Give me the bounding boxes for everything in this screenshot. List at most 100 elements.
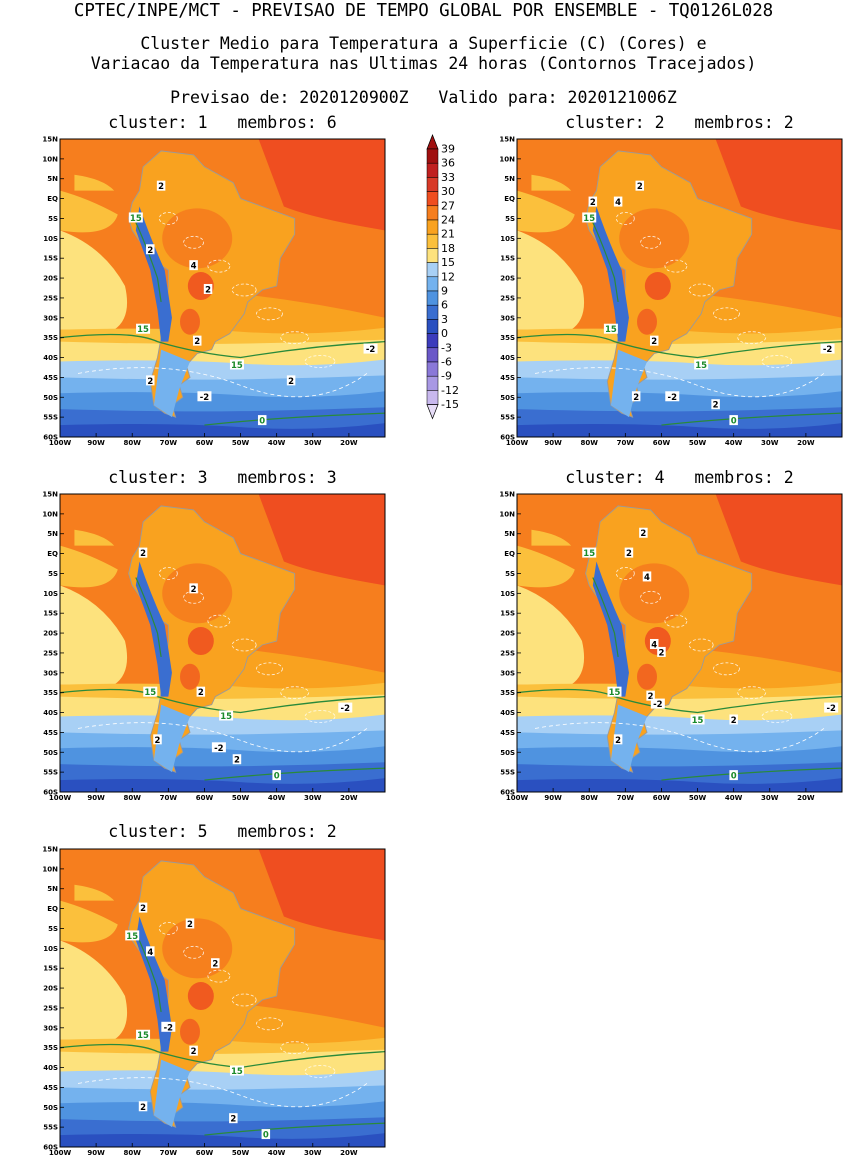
lat-tick-label: 40S	[500, 354, 515, 362]
contour-label: 2	[637, 182, 643, 192]
lat-tick-label: 40S	[500, 709, 515, 717]
lat-tick-label: 60S	[500, 434, 515, 442]
colorbar-swatch	[426, 319, 439, 334]
panel-title-5: cluster: 5 membros: 2	[108, 822, 337, 841]
contour-label: 4	[651, 640, 657, 650]
lon-tick-label: 80W	[580, 439, 598, 447]
contour-label-box	[694, 359, 709, 370]
contour-label-box	[196, 686, 206, 697]
lat-tick-label: 35S	[43, 689, 58, 697]
colorbar-swatch	[426, 248, 439, 263]
contour-label-box	[639, 527, 648, 538]
lat-tick-label: 15S	[43, 965, 58, 973]
lon-tick-label: 40W	[268, 1149, 286, 1157]
map-panel-2: 2 2 4 15 15 2 15 2 -2 2 0 -2 15N 10N 5N EQ 5S 10S 15S 20S 25…	[499, 136, 843, 447]
contour-label-box	[642, 571, 652, 582]
lon-tick-label: 30W	[761, 794, 779, 802]
lon-tick-label: 70W	[160, 1149, 178, 1157]
lat-tick-label: 10S	[43, 235, 58, 243]
lon-tick-label: 100W	[49, 794, 72, 802]
lat-tick-label: 45S	[500, 729, 515, 737]
lat-tick-label: 10S	[43, 945, 58, 953]
lat-tick-label: 5N	[47, 885, 58, 893]
contour-label: 15	[583, 549, 595, 559]
lat-tick-label: 25S	[43, 649, 58, 657]
panel-title-3: cluster: 3 membros: 3	[108, 468, 337, 487]
lat-tick-label: 15S	[43, 610, 58, 618]
lat-tick-label: 10N	[499, 155, 515, 163]
lon-tick-label: 60W	[196, 794, 214, 802]
lon-tick-label: 80W	[580, 794, 598, 802]
lat-tick-label: 25S	[43, 294, 58, 302]
contour-label-box	[657, 646, 666, 657]
panel-title-2: cluster: 2 membros: 2	[565, 113, 794, 132]
lon-tick-label: 50W	[689, 439, 707, 447]
lat-tick-label: 30S	[500, 314, 515, 322]
contour-label: 15	[583, 214, 595, 224]
colorbar-label: -6	[441, 356, 452, 369]
colorbar-label: 30	[441, 185, 455, 198]
contour-label-box	[635, 180, 645, 191]
header-line-3: Variacao da Temperatura nas Ultimas 24 h…	[90, 54, 757, 73]
contour-label: 2	[140, 1103, 146, 1113]
contour-label-box	[824, 702, 839, 713]
lat-tick-label: 10S	[500, 590, 515, 598]
contour-label: 15	[137, 1031, 149, 1041]
lat-tick-label: 10N	[42, 510, 58, 518]
contour-label-box	[146, 375, 155, 386]
colorbar-swatch	[426, 262, 439, 278]
contour-label-box	[261, 1129, 271, 1140]
contour-label-box	[156, 180, 166, 191]
contour-label-box	[363, 343, 378, 354]
lat-tick-label: 35S	[43, 1044, 58, 1052]
lat-tick-label: EQ	[47, 905, 58, 913]
contour-label-box	[631, 391, 641, 402]
contour-label: -2	[668, 393, 678, 403]
lon-tick-label: 20W	[340, 1149, 358, 1157]
lon-tick-label: 60W	[196, 1149, 214, 1157]
lat-tick-label: 55S	[500, 769, 515, 777]
colorbar-swatch	[426, 276, 439, 292]
lat-tick-label: 50S	[500, 749, 515, 757]
colorbar-label: 33	[441, 171, 455, 184]
lat-tick-label: 40S	[43, 1064, 58, 1072]
lat-tick-label: 55S	[500, 414, 515, 422]
lat-tick-label: 5N	[504, 530, 515, 538]
contour-label: 0	[274, 772, 280, 782]
lat-tick-label: 55S	[43, 769, 58, 777]
lon-tick-label: 50W	[232, 1149, 250, 1157]
lon-tick-label: 100W	[49, 1149, 72, 1157]
colorbar-swatch	[426, 191, 439, 207]
contour-label: 0	[731, 417, 737, 427]
lat-tick-label: 25S	[500, 294, 515, 302]
contour-label: 2	[658, 648, 664, 658]
lon-tick-label: 30W	[304, 1149, 322, 1157]
lat-tick-label: 50S	[43, 1104, 58, 1112]
contour-label: 2	[212, 960, 218, 970]
lat-tick-label: 15S	[43, 255, 58, 263]
lat-tick-label: 10N	[42, 865, 58, 873]
contour-label: 15	[144, 688, 156, 698]
colorbar-label: -9	[441, 370, 452, 383]
contour-label-box	[582, 212, 597, 223]
contour-label-box	[143, 686, 158, 697]
contour-label-box	[229, 1065, 244, 1076]
lat-tick-label: 5N	[47, 530, 58, 538]
contour-label: 15	[609, 688, 621, 698]
colorbar-label: 3	[441, 313, 448, 326]
contour-label-box	[189, 1045, 198, 1056]
lon-tick-label: 20W	[340, 439, 358, 447]
lon-tick-label: 60W	[196, 439, 214, 447]
colorbar-label: 39	[441, 143, 455, 156]
contour-label: -2	[200, 393, 210, 403]
contour-label-box	[128, 212, 143, 223]
contour-label-box	[232, 754, 242, 765]
lon-tick-label: 100W	[49, 439, 72, 447]
lon-tick-label: 40W	[268, 439, 286, 447]
lat-tick-label: 35S	[43, 334, 58, 342]
lon-tick-label: 70W	[617, 794, 635, 802]
lat-tick-label: 35S	[500, 689, 515, 697]
contour-label-box	[189, 260, 198, 271]
lat-tick-label: 45S	[43, 1084, 58, 1092]
lon-tick-label: 100W	[506, 794, 529, 802]
